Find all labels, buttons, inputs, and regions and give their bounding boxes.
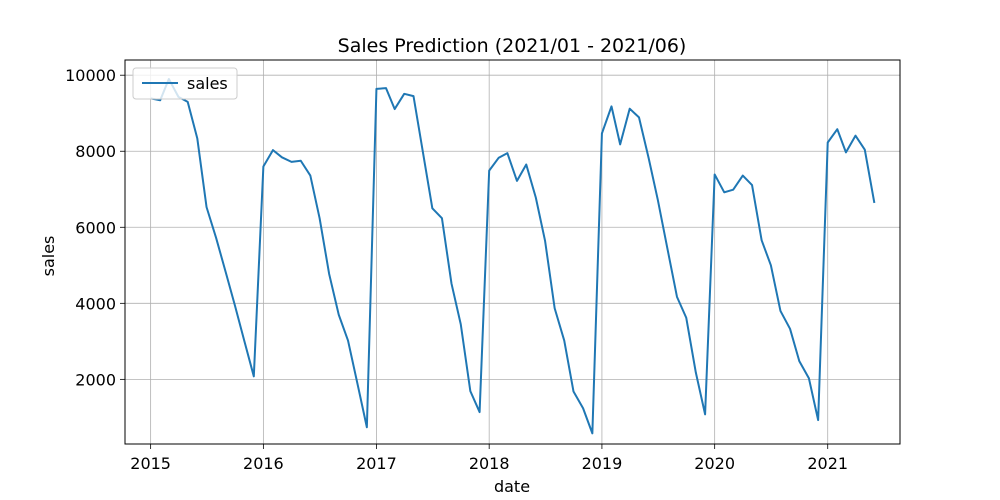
y-axis-ticks: 2000 4000 6000 8000 10000 [65,66,125,389]
legend-box [132,67,238,100]
x-tick-label: 2017 [356,454,397,473]
y-tick-label: 6000 [75,218,116,237]
chart-title: Sales Prediction (2021/01 - 2021/06) [338,35,687,57]
series-line-sales [150,78,876,435]
x-axis-ticks: 2015 2016 2017 2018 2019 2020 2021 [130,444,848,473]
x-tick-label: 2019 [582,454,623,473]
plot-frame [124,59,901,445]
x-axis-label: date [494,477,530,496]
x-tick-label: 2020 [694,454,735,473]
legend-label-sales: sales [187,74,228,93]
x-tick-label: 2016 [243,454,284,473]
x-tick-label: 2018 [469,454,510,473]
series-layer [150,78,876,435]
y-tick-label: 2000 [75,370,116,389]
y-tick-label: 4000 [75,294,116,313]
grid-lines [125,60,900,444]
x-tick-label: 2021 [807,454,848,473]
x-tick-label: 2015 [130,454,171,473]
y-tick-label: 8000 [75,142,116,161]
y-axis-label: sales [39,236,58,277]
y-tick-label: 10000 [65,66,116,85]
legend[interactable]: sales [132,67,238,100]
